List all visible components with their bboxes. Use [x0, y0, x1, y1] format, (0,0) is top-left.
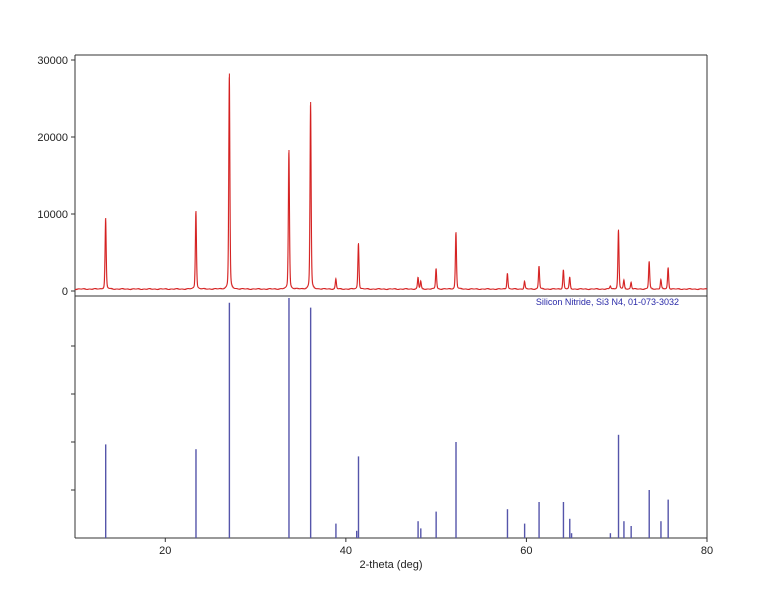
reference-sticks — [104, 298, 669, 538]
y-tick-label: 0 — [62, 286, 68, 298]
y-tick-label: 10000 — [37, 209, 68, 221]
axis-ticks: 0 10000 20000 30000 20 40 60 80 — [37, 55, 713, 557]
x-tick-label: 20 — [159, 545, 171, 557]
x-tick-label: 40 — [340, 545, 352, 557]
measured-pattern-line — [74, 73, 707, 291]
x-axis-title: 2-theta (deg) — [360, 559, 423, 571]
x-tick-label: 80 — [701, 545, 713, 557]
measured-pattern — [74, 73, 707, 291]
x-tick-label: 60 — [520, 545, 532, 557]
plot-frame — [74, 54, 708, 539]
y-tick-label: 20000 — [37, 132, 68, 144]
y-tick-label: 30000 — [37, 55, 68, 67]
reference-annotation: Silicon Nitride, Si3 N4, 01-073-3032 — [536, 297, 679, 307]
